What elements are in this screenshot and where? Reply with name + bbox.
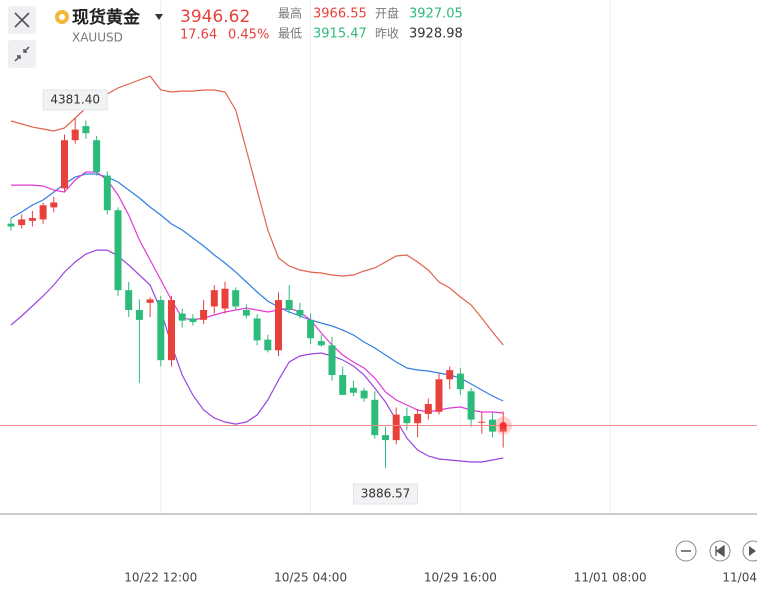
candle-body [232,290,240,307]
annotation-label: 3886.57 [361,487,411,501]
annotation-box [353,483,418,505]
symbol: XAUUSD [72,31,123,45]
candle-body [371,399,379,436]
candle-body [285,300,293,310]
plot-area: 4381.40 3886.57 [0,0,757,514]
candle-body [478,421,486,423]
stat-label: 最低 [278,27,302,41]
candle-body [93,140,101,173]
next-icon [749,546,756,556]
candle-body [146,299,154,303]
candle-body [339,375,347,395]
close-icon [14,12,30,28]
candle-body [275,300,282,351]
x-tick-label: 10/29 16:00 [424,571,497,585]
candle-body [242,309,250,316]
candle-body [178,313,186,321]
stat-label: 最高 [278,6,302,21]
candle-body [82,126,90,134]
candle-body [189,318,197,322]
candle-body [61,140,68,189]
stat-label: 开盘 [375,6,399,21]
candle-body [114,210,122,291]
indicator-line [10,173,504,402]
candle-body [253,318,261,341]
candle-body [382,435,389,441]
rewind-icon [715,544,725,558]
candle-body [18,219,26,226]
candle-body [349,387,357,393]
candle-body [39,205,47,220]
candle-body [317,341,325,346]
candle-body [135,309,143,320]
candle-body [221,288,229,309]
candle-body [435,379,443,412]
candle-body [467,391,475,420]
stat-value: 3966.55 [313,7,367,22]
candle-body [103,175,111,211]
annotation-box [42,89,108,111]
stat-value: 3928.98 [409,27,463,42]
stat-value: 3915.47 [313,27,367,42]
indicator-line [11,171,504,414]
candle-body [446,370,454,380]
indicator-line [10,249,504,463]
candle-body [157,300,165,361]
price-dot [499,422,507,430]
candle-body [210,290,218,307]
shrink-icon [14,46,30,62]
shrink-button[interactable] [8,40,36,68]
stat-label: 昨收 [375,27,399,41]
x-tick-label: 11/04 [722,571,757,585]
dropdown-caret[interactable] [155,14,163,20]
change: 17.64 [180,28,217,43]
stat-value: 3927.05 [409,7,463,22]
candle-body [71,129,79,141]
candle-body [414,413,422,424]
candle-body [307,319,315,339]
candle-body [7,223,15,227]
price: 3946.62 [180,7,250,27]
x-tick-label: 10/25 04:00 [274,571,347,585]
candle-body [264,339,272,351]
candle-body [403,416,411,424]
x-tick-label: 11/01 08:00 [574,571,647,585]
title: 现货黄金 [72,7,141,28]
candle-body [360,390,368,399]
annotation-label: 4381.40 [50,93,100,107]
candle-body [28,218,36,221]
candle-body [168,300,175,361]
candle-body [200,309,208,320]
candle-body [392,414,400,441]
candle-body [296,309,304,316]
candle-body [50,202,58,208]
candle-body [456,373,464,390]
candle-body [125,290,133,310]
gold-icon-dot [59,14,65,20]
x-tick-label: 10/22 12:00 [124,571,197,585]
change-pct: 0.45% [228,28,269,43]
candle-body [424,404,432,414]
candle-body [328,345,336,376]
